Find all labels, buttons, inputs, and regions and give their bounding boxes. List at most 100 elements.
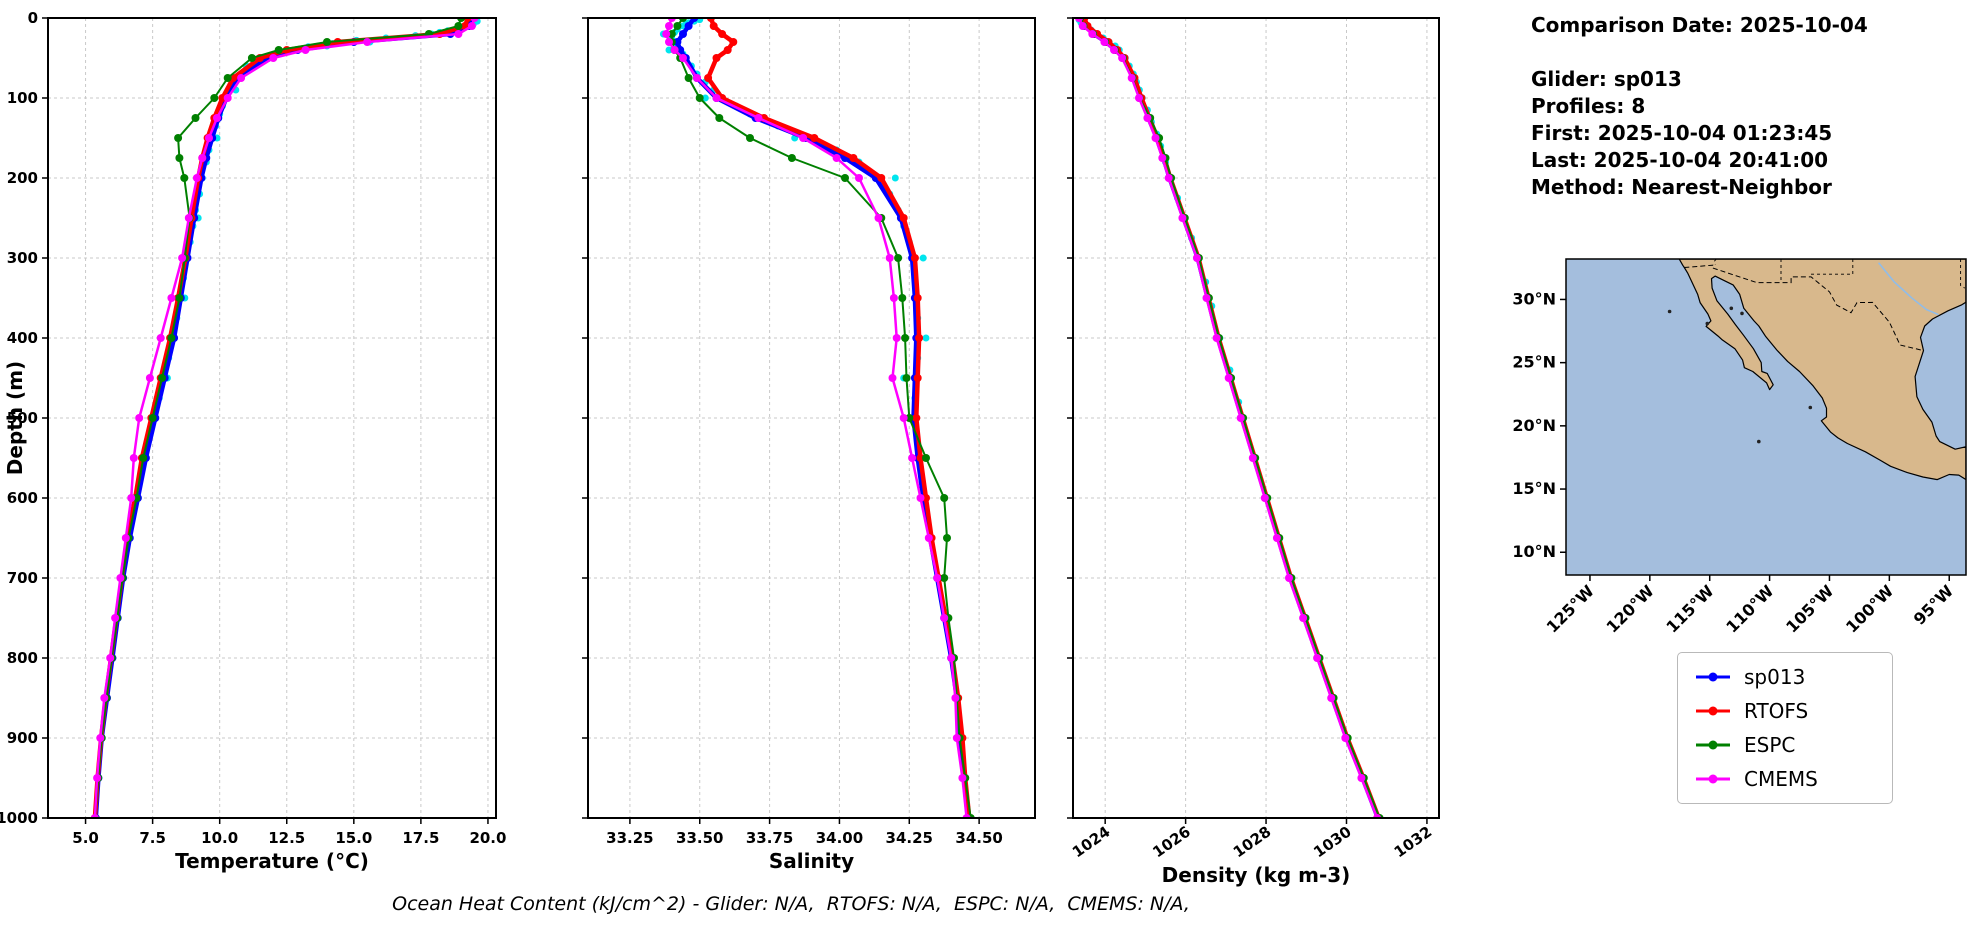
svg-text:120°W: 120°W [1602,581,1657,636]
ohc-footer: Ocean Heat Content (kJ/cm^2) - Glider: N… [392,893,1190,915]
salinity-y-axis [582,17,588,819]
svg-text:200: 200 [7,169,38,187]
svg-text:115°W: 115°W [1662,581,1717,636]
density-markers-CMEMS [1075,18,1382,818]
svg-text:15.0: 15.0 [335,829,372,847]
legend-line-marker-sp013 [1696,672,1730,682]
svg-text:5.0: 5.0 [72,829,99,847]
density-line-CMEMS [1077,18,1379,818]
map-frame [1565,258,1967,576]
temperature-x-label: Temperature (°C) [175,849,369,873]
svg-text:600: 600 [7,489,38,507]
salinity-x-axis: 33.25 33.50 33.75 34.00 34.25 34.50 [606,818,1003,847]
density-x-axis: 1024 1026 1028 1030 1032 [1069,818,1435,861]
svg-text:10°N: 10°N [1512,542,1556,561]
legend-line-marker-espc [1696,740,1730,750]
svg-text:500: 500 [7,409,38,427]
legend-line-marker-cmems [1696,774,1730,784]
svg-text:105°W: 105°W [1782,581,1837,636]
svg-text:34.00: 34.00 [816,829,863,847]
svg-text:25°N: 25°N [1512,353,1556,372]
map-river [1877,262,1939,316]
svg-text:15°N: 15°N [1512,479,1556,498]
legend-line-marker-rtofs [1696,706,1730,716]
salinity-markers-ESPC [667,18,975,818]
temperature-profile-chart: 5.0 7.5 10.0 12.5 15.0 17.5 20.0 0 100 200 300 400 5… [0,9,506,873]
svg-text:900: 900 [7,729,38,747]
last-profile-time: Last: 2025-10-04 20:41:00 [1531,148,1829,172]
us-mexico-border [1684,264,1924,352]
svg-text:33.50: 33.50 [676,829,723,847]
density-series-area [1075,18,1384,818]
comparison-date: Comparison Date: 2025-10-04 [1531,13,1868,37]
svg-text:1032: 1032 [1391,823,1436,862]
legend-item-espc: ESPC [1694,733,1876,757]
svg-text:33.25: 33.25 [606,829,653,847]
density-y-axis [1067,17,1073,819]
temperature-line-ESPC [94,18,463,818]
temperature-x-axis: 5.0 7.5 10.0 12.5 15.0 17.5 20.0 [72,818,506,847]
density-glider-scatter [1075,18,1247,422]
salinity-profile-chart: 33.25 33.50 33.75 34.00 34.25 34.50 Salinity [582,17,1036,873]
glider-name: Glider: sp013 [1531,67,1682,91]
svg-text:100: 100 [7,89,38,107]
profiles-count: Profiles: 8 [1531,94,1646,118]
legend-item-sp013: sp013 [1694,665,1876,689]
svg-text:1028: 1028 [1230,823,1275,862]
svg-text:400: 400 [7,329,38,347]
density-x-label: Density (kg m-3) [1162,863,1351,887]
location-map: 30°N 25°N 20°N 15°N 10°N 125°W 120°W 115°W 110°W… [1512,258,1967,637]
svg-text:20.0: 20.0 [469,829,506,847]
temperature-y-axis: 0 100 200 300 400 500 600 700 800 900 1000 [0,9,48,827]
depth-axis-label: Depth (m) [3,361,27,475]
svg-text:33.75: 33.75 [746,829,793,847]
svg-text:20°N: 20°N [1512,416,1556,435]
legend-label-espc: ESPC [1744,733,1796,757]
legend-label-cmems: CMEMS [1744,767,1818,791]
salinity-markers-CMEMS [662,18,971,818]
svg-text:30°N: 30°N [1512,289,1556,308]
svg-text:34.50: 34.50 [955,829,1002,847]
interp-method: Method: Nearest-Neighbor [1531,175,1832,199]
svg-text:700: 700 [7,569,38,587]
svg-text:300: 300 [7,249,38,267]
svg-text:7.5: 7.5 [139,829,166,847]
svg-text:0: 0 [28,9,38,27]
first-profile-time: First: 2025-10-04 01:23:45 [1531,121,1833,145]
svg-text:1000: 1000 [0,809,38,827]
map-lat-axis: 30°N 25°N 20°N 15°N 10°N [1512,289,1566,561]
svg-text:800: 800 [7,649,38,667]
legend-label-sp013: sp013 [1744,665,1806,689]
svg-text:1026: 1026 [1149,823,1194,862]
salinity-x-label: Salinity [769,849,854,873]
map-lon-axis: 125°W 120°W 115°W 110°W 105°W 100°W 95°W [1543,575,1958,637]
temperature-markers-CMEMS [90,18,479,818]
legend-item-cmems: CMEMS [1694,767,1876,791]
svg-text:1024: 1024 [1069,823,1114,862]
svg-text:10.0: 10.0 [201,829,238,847]
svg-text:100°W: 100°W [1842,581,1897,636]
temperature-series-area [90,18,481,818]
temperature-line-CMEMS [93,18,476,818]
svg-text:1030: 1030 [1310,823,1355,862]
legend-item-rtofs: RTOFS [1694,699,1876,723]
svg-text:95°W: 95°W [1910,581,1958,629]
svg-text:125°W: 125°W [1543,581,1598,636]
legend: sp013 RTOFS ESPC CMEMS [1677,652,1893,804]
salinity-line-CMEMS [664,18,968,818]
svg-text:34.25: 34.25 [886,829,933,847]
info-spacer [1531,39,1868,66]
legend-label-rtofs: RTOFS [1744,699,1809,723]
map-islands [1667,306,1813,444]
salinity-line-RTOFS [705,18,972,818]
metadata-panel: Comparison Date: 2025-10-04 Glider: sp01… [1531,12,1868,201]
svg-text:12.5: 12.5 [268,829,305,847]
svg-text:17.5: 17.5 [402,829,439,847]
svg-text:110°W: 110°W [1722,581,1777,636]
density-profile-chart: 1024 1026 1028 1030 1032 Density (kg m-3) [1067,17,1440,887]
temperature-glider-scatter [151,18,481,422]
map-land-mexico [1678,259,1966,481]
salinity-series-area [659,18,975,818]
